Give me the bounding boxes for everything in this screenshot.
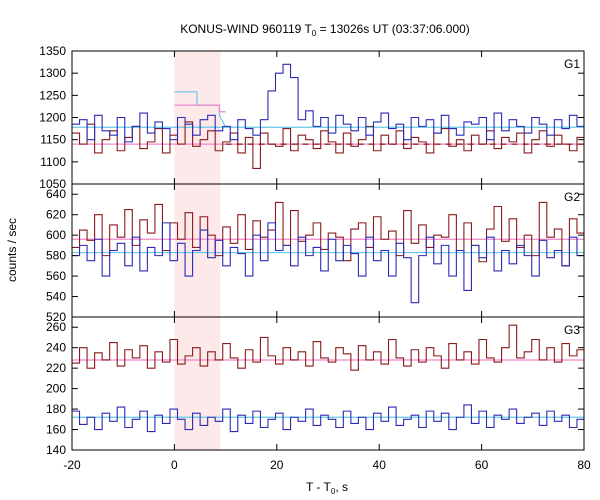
y-tick-label: 240 <box>46 341 66 355</box>
y-tick-label: 600 <box>46 228 66 242</box>
x-tick-label: 0 <box>171 458 178 472</box>
y-tick-label: 1300 <box>39 66 66 80</box>
panel-label-g2: G2 <box>564 190 580 204</box>
y-tick-label: 1200 <box>39 111 66 125</box>
plot-layer: 1050 1100 1150 1200 1250 1300 1350 G1 520 540 560 5… <box>39 44 591 472</box>
red-series-g3 <box>72 324 584 371</box>
x-tick-label: 20 <box>270 458 284 472</box>
y-tick-label: 1150 <box>40 133 66 147</box>
blue-series-g2 <box>72 222 584 304</box>
y-tick-label: 540 <box>46 290 66 304</box>
y-tick-label: 520 <box>46 310 66 324</box>
panel-label-g3: G3 <box>564 323 580 337</box>
x-tick-label: 60 <box>475 458 489 472</box>
y-tick-label: 220 <box>46 361 66 375</box>
y-tick-label: 560 <box>46 269 66 283</box>
red-fit-curve <box>174 104 226 113</box>
red-series-g1 <box>72 121 584 170</box>
y-tick-label: 260 <box>46 320 66 334</box>
x-tick-label: 40 <box>373 458 387 472</box>
y-tick-label: 180 <box>46 402 66 416</box>
y-tick-label: 1050 <box>39 177 66 191</box>
y-tick-label: 1250 <box>39 88 66 102</box>
chart-title: KONUS-WIND 960119 T0 = 13026s UT (03:37:… <box>180 22 470 38</box>
x-axis-label: T - T0, s <box>306 480 348 496</box>
y-tick-label: 140 <box>46 443 66 457</box>
y-tick-label: 620 <box>46 208 66 222</box>
x-tick-label: -20 <box>63 458 81 472</box>
panel-frame-g3 <box>71 316 585 451</box>
y-tick-label: 580 <box>46 249 66 263</box>
blue-series-g1 <box>72 63 584 143</box>
y-tick-label: 200 <box>46 382 66 396</box>
y-tick-label: 1100 <box>40 155 66 169</box>
y-axis-label: counts / sec <box>5 218 19 282</box>
y-tick-label: 160 <box>46 423 66 437</box>
y-tick-label: 640 <box>46 187 66 201</box>
blue-series-g3 <box>72 404 584 433</box>
x-tick-label: 80 <box>577 458 591 472</box>
panel-label-g1: G1 <box>564 57 580 71</box>
y-tick-label: 1350 <box>39 44 66 58</box>
